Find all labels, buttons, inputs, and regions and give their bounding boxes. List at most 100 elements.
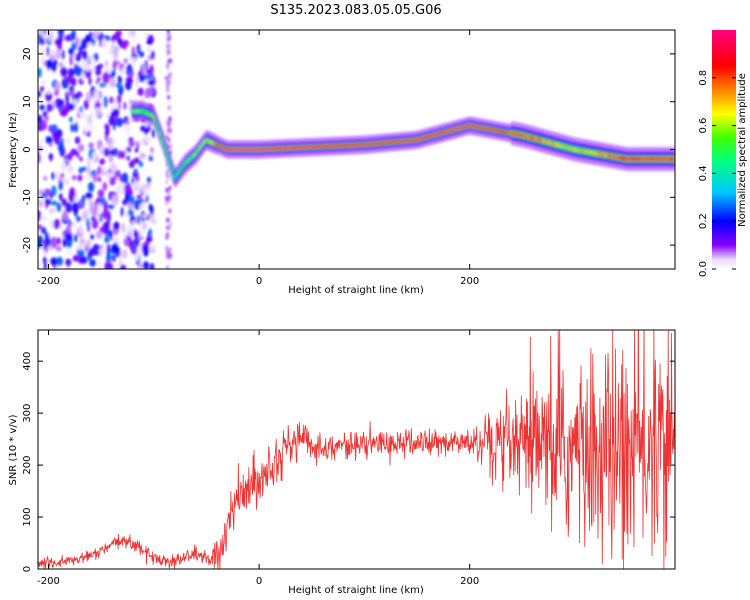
heatmap-noise-cell <box>124 184 133 195</box>
heatmap-noise-cell <box>135 230 140 240</box>
heatmap-noise-cell <box>66 152 73 162</box>
heatmap-noise-cell <box>55 81 60 91</box>
heatmap-noise-cell <box>77 174 83 182</box>
heatmap-noise-cell <box>61 49 65 60</box>
heatmap-noise-cell <box>137 71 142 80</box>
heatmap-noise-cell <box>64 101 71 113</box>
heatmap-noise-cell <box>142 261 150 269</box>
heatmap-noise-cell <box>133 241 137 253</box>
heatmap-noise-cell <box>40 30 45 39</box>
spectrogram-y-tick-label: 20 <box>22 48 33 61</box>
heatmap-noise-cell <box>88 77 92 86</box>
heatmap-noise-cell <box>94 67 102 76</box>
heatmap-noise-cell <box>86 217 90 228</box>
heatmap-noise-cell <box>78 223 83 236</box>
heatmap-noise-cell <box>92 31 100 38</box>
heatmap-noise-cell <box>165 253 169 259</box>
heatmap-noise-cell <box>134 147 139 153</box>
heatmap-noise-cell <box>70 148 78 156</box>
heatmap-noise-cell <box>131 220 135 231</box>
heatmap-noise-cell <box>126 32 131 39</box>
heatmap-noise-cell <box>38 235 43 246</box>
heatmap-noise-cell <box>83 99 89 110</box>
heatmap-noise-cell <box>95 230 103 240</box>
snr-x-tick-label: 200 <box>460 576 479 587</box>
heatmap-noise-cell <box>51 200 58 206</box>
heatmap-noise-cell <box>135 171 140 184</box>
heatmap-noise-cell <box>47 103 54 112</box>
heatmap-noise-cell <box>122 124 130 130</box>
heatmap-noise-cell <box>38 209 42 222</box>
heatmap-noise-cell <box>137 227 145 238</box>
heatmap-noise-cell <box>102 208 110 220</box>
heatmap-noise-cell <box>92 151 97 163</box>
colorbar-label: Normalized spectral amplitude <box>737 73 748 227</box>
heatmap-noise-cell <box>165 187 169 193</box>
heatmap-noise-cell <box>67 68 76 77</box>
heatmap-noise-cell <box>134 157 141 164</box>
heatmap-noise-cell <box>131 46 135 55</box>
heatmap-noise-cell <box>47 30 54 43</box>
heatmap-noise-cell <box>99 82 106 88</box>
heatmap-noise-cell <box>168 116 172 122</box>
snr-y-tick-label: 300 <box>22 404 33 423</box>
snr-x-tick-label: -200 <box>37 576 60 587</box>
heatmap-noise-cell <box>168 208 172 214</box>
heatmap-noise-cell <box>120 207 124 217</box>
heatmap-noise-cell <box>54 98 62 109</box>
snr-y-tick-label: 0 <box>22 566 33 572</box>
heatmap-noise-cell <box>78 167 83 174</box>
heatmap-noise-cell <box>42 249 47 258</box>
heatmap-noise-cell <box>89 259 97 267</box>
heatmap-noise-cell <box>164 201 168 207</box>
heatmap-noise-cell <box>75 52 82 62</box>
heatmap-noise-cell <box>167 122 171 128</box>
heatmap-noise-cell <box>165 235 169 241</box>
heatmap-noise-cell <box>121 66 125 77</box>
heatmap-noise-cell <box>53 218 61 230</box>
colorbar <box>712 30 736 269</box>
heatmap-noise-cell <box>64 137 71 144</box>
heatmap-noise-cell <box>38 114 42 125</box>
colorbar-tick-label: 0.8 <box>698 70 709 86</box>
heatmap-noise-cell <box>73 233 78 243</box>
heatmap-noise-cell <box>38 35 43 45</box>
heatmap-noise-cell <box>39 47 45 53</box>
snr-axes: -200 0 200 0 100 200 300 400 <box>22 330 675 587</box>
heatmap-noise-cell <box>166 47 170 53</box>
heatmap-noise-cell <box>60 66 68 77</box>
heatmap-noise-cell <box>97 63 104 69</box>
heatmap-noise-cell <box>66 240 73 248</box>
heatmap-noise-cell <box>70 123 74 133</box>
heatmap-noise-cell <box>68 86 75 92</box>
heatmap-noise-cell <box>97 261 102 269</box>
heatmap-noise-cell <box>142 221 148 230</box>
heatmap-noise-cell <box>69 116 73 123</box>
heatmap-noise-cell <box>73 196 78 203</box>
heatmap-noise-cell <box>139 203 145 210</box>
heatmap-noise-cell <box>64 34 72 42</box>
heatmap-noise-cell <box>118 103 122 110</box>
heatmap-noise-cell <box>50 257 58 266</box>
heatmap-noise-cell <box>99 158 106 166</box>
heatmap-noise-cell <box>104 235 110 244</box>
heatmap-noise-cell <box>66 75 74 84</box>
heatmap-noise-cell <box>166 174 170 180</box>
heatmap-noise-cell <box>40 138 44 144</box>
heatmap-noise-cell <box>45 236 51 247</box>
heatmap-noise-cell <box>127 78 134 84</box>
heatmap-noise-cell <box>108 49 112 56</box>
heatmap-noise-cell <box>167 225 171 231</box>
heatmap-noise-cell <box>165 217 169 223</box>
heatmap-noise-cell <box>46 59 54 69</box>
heatmap-noise-cell <box>41 226 47 234</box>
heatmap-noise-cell <box>128 229 133 239</box>
heatmap-noise-cell <box>71 221 77 228</box>
heatmap-noise-cell <box>68 187 76 199</box>
heatmap-noise-cell <box>105 253 112 263</box>
heatmap-noise-cell <box>49 49 57 56</box>
heatmap-noise-cell <box>81 166 87 172</box>
colorbar-tick-label: 0.4 <box>698 165 709 181</box>
heatmap-noise-cell <box>80 38 88 50</box>
heatmap-noise-cell <box>90 234 95 240</box>
